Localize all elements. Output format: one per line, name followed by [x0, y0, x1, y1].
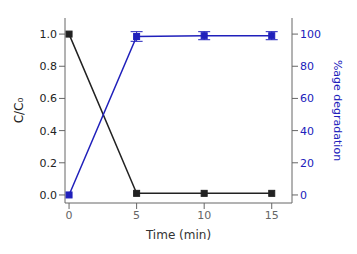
- svg-text:60: 60: [300, 92, 314, 105]
- svg-text:80: 80: [300, 60, 314, 73]
- svg-text:0.6: 0.6: [40, 92, 58, 105]
- svg-text:0.4: 0.4: [40, 125, 58, 138]
- svg-text:%age degradation: %age degradation: [331, 60, 344, 161]
- svg-text:1.0: 1.0: [40, 28, 58, 41]
- svg-text:20: 20: [300, 157, 314, 170]
- svg-text:C/C₀: C/C₀: [12, 98, 26, 124]
- svg-text:0: 0: [66, 209, 73, 222]
- svg-text:10: 10: [197, 209, 211, 222]
- svg-text:15: 15: [265, 209, 279, 222]
- svg-text:5: 5: [133, 209, 140, 222]
- svg-text:0.8: 0.8: [40, 60, 58, 73]
- svg-text:0.0: 0.0: [40, 189, 58, 202]
- svg-text:0.2: 0.2: [40, 157, 58, 170]
- svg-text:0: 0: [300, 189, 307, 202]
- svg-text:100: 100: [300, 28, 321, 41]
- svg-text:Time (min): Time (min): [145, 228, 211, 242]
- svg-text:40: 40: [300, 125, 314, 138]
